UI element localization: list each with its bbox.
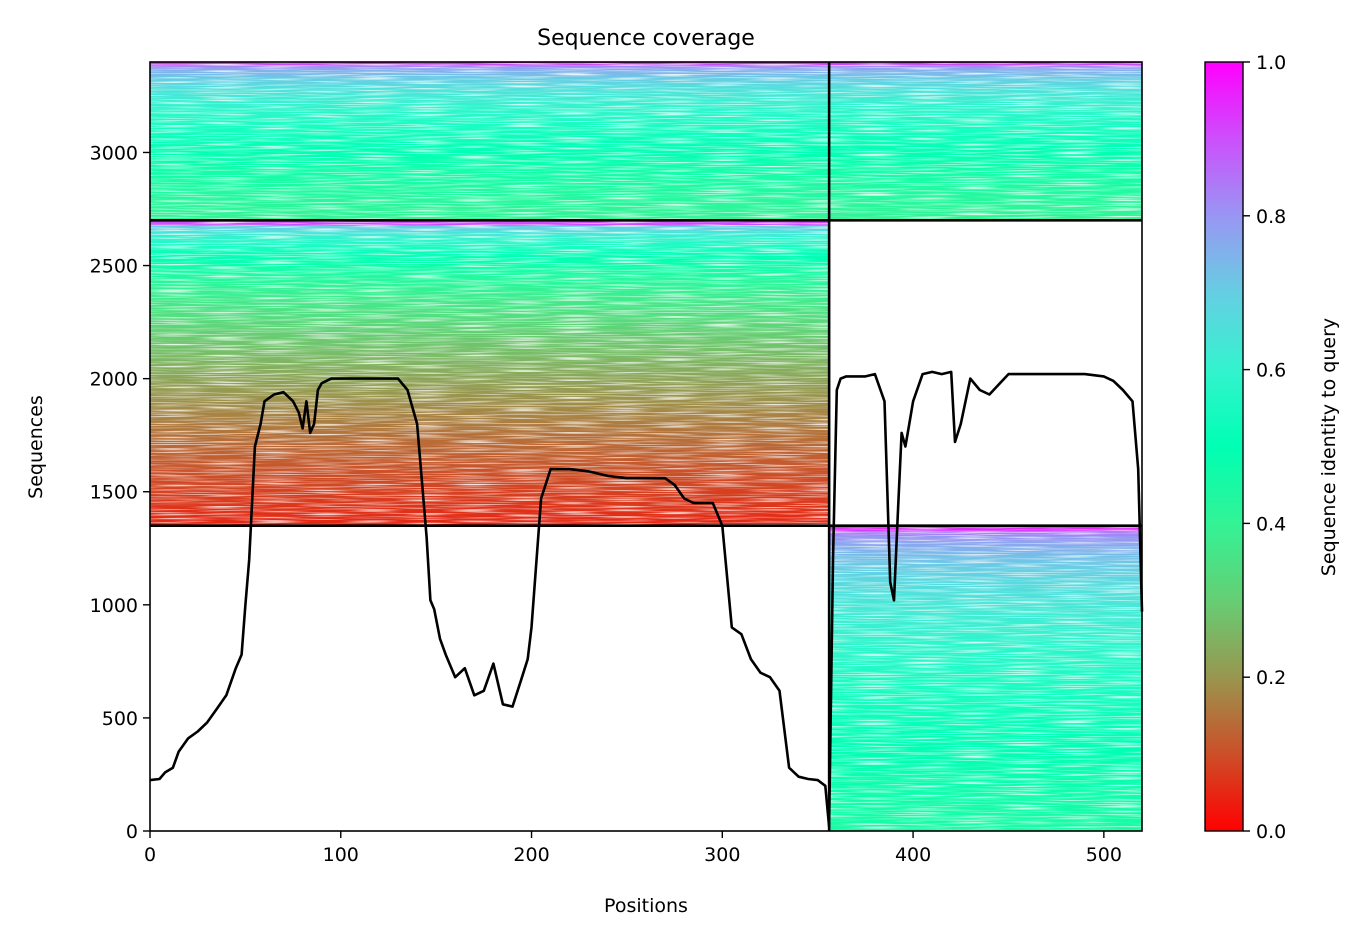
y-axis-ticks: 0 500 1000 1500 2000 2500 3000 [90,142,150,843]
y-tick-label: 0 [126,821,138,843]
coverage-gaps [150,220,830,526]
colorbar-tick-label: 0.6 [1256,360,1286,382]
colorbar-tick-label: 0.8 [1256,206,1286,228]
y-tick-label: 3000 [90,142,138,164]
coverage-gaps [829,62,1142,221]
y-tick-label: 1500 [90,482,138,504]
coverage-block [829,525,1142,831]
x-tick-label: 0 [144,844,156,866]
x-axis-ticks: 0 100 200 300 400 500 [144,831,1122,866]
x-tick-label: 200 [513,844,549,866]
boundary-lines [150,62,1142,831]
coverage-block [150,62,830,221]
coverage-block [150,220,830,527]
chart-title: Sequence coverage [537,26,755,51]
y-tick-label: 500 [102,708,138,730]
colorbar-tick-label: 1.0 [1256,52,1286,74]
y-axis-label: Sequences [25,395,47,499]
colorbar-label: Sequence identity to query [1318,318,1340,576]
plot-frame [149,61,1143,832]
colorbar-tick-label: 0.2 [1256,667,1286,689]
coverage-block [829,62,1142,221]
y-tick-label: 2500 [90,256,138,278]
x-tick-label: 100 [323,844,359,866]
colorbar [1204,61,1244,832]
colorbar-ticks: 0.0 0.2 0.4 0.6 0.8 1.0 [1243,52,1286,843]
colorbar-tick-label: 0.0 [1256,821,1286,843]
x-tick-label: 300 [704,844,740,866]
colorbar-tick-label: 0.4 [1256,513,1286,535]
x-axis-label: Positions [604,895,688,917]
coverage-gaps [150,62,830,221]
y-tick-label: 2000 [90,369,138,391]
y-tick-label: 1000 [90,595,138,617]
x-tick-label: 400 [895,844,931,866]
coverage-gaps [829,525,1142,831]
coverage-line [149,370,1144,828]
x-tick-label: 500 [1086,844,1122,866]
